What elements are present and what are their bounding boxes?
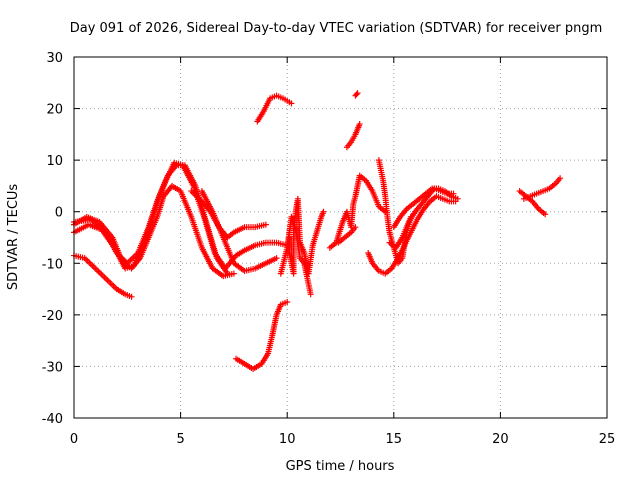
x-tick-label: 25: [599, 432, 616, 447]
series-track-g: [233, 298, 291, 373]
series-track-p: [365, 193, 459, 277]
series-track-f: [198, 188, 280, 275]
y-tick-label: -40: [42, 412, 63, 427]
y-axis-label: SDTVAR / TECUs: [6, 184, 21, 291]
series-track-m: [352, 90, 361, 99]
x-tick-label: 5: [176, 432, 184, 447]
data-point: [224, 270, 231, 277]
y-tick-label: 30: [46, 51, 63, 66]
data-series: [71, 90, 564, 373]
series-track-j: [286, 195, 327, 277]
y-tick-label: -10: [42, 257, 63, 272]
series-track-d: [71, 252, 135, 300]
data-point: [307, 291, 314, 298]
x-tick-label: 0: [70, 432, 78, 447]
y-tick-label: 0: [55, 206, 63, 221]
y-tick-label: -30: [42, 360, 63, 375]
data-point: [356, 121, 363, 128]
data-point: [288, 100, 295, 107]
data-point: [284, 298, 291, 305]
x-tick-label: 20: [492, 432, 509, 447]
axis-ticks: 0 5 10 15 20 25 -40 -30 -20 -10 0 10 20 30: [42, 51, 616, 447]
x-axis-label: GPS time / hours: [286, 459, 395, 474]
data-point: [230, 270, 237, 277]
series-track-l: [343, 121, 363, 151]
data-point: [128, 293, 135, 300]
chart-title: Day 091 of 2026, Sidereal Day-to-day VTE…: [70, 21, 603, 36]
data-point: [353, 91, 360, 98]
series-track-t: [520, 175, 564, 202]
series-track-n: [335, 224, 359, 246]
data-point: [262, 221, 269, 228]
series-track-c: [71, 159, 291, 272]
x-tick-label: 10: [279, 432, 296, 447]
data-point: [273, 255, 280, 262]
y-tick-label: 10: [46, 154, 63, 169]
x-tick-label: 15: [386, 432, 403, 447]
data-point: [557, 175, 564, 182]
series-track-k: [326, 172, 389, 251]
data-point: [320, 208, 327, 215]
data-point: [354, 90, 361, 97]
grid-lines: [74, 57, 607, 418]
plot-frame: [73, 56, 608, 419]
series-track-r: [390, 185, 461, 231]
data-point: [454, 195, 461, 202]
y-tick-label: 20: [46, 103, 63, 118]
data-point: [352, 224, 359, 231]
series-track-h: [254, 92, 295, 125]
y-tick-label: -20: [42, 309, 63, 324]
data-point: [542, 211, 549, 218]
series-track-a: [71, 182, 237, 280]
